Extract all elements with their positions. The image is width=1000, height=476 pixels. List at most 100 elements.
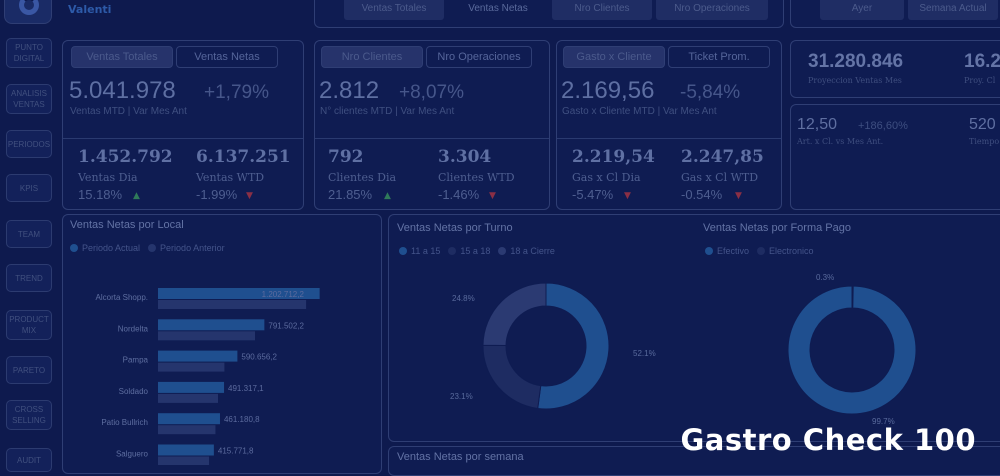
ventas-dia-pct: 15.18% <box>78 187 123 202</box>
local-bar-chart: Alcorta Shopp. 1.202.712,2 Nordelta 791.502… <box>96 288 320 465</box>
tab-ventas-totales[interactable]: Ventas Totales <box>71 46 173 68</box>
bar-periodo-actual <box>158 319 265 331</box>
clientes-dia-label: Clientes Dia <box>328 171 397 184</box>
proyeccion-cl-value: 16.2 <box>964 51 1000 72</box>
bar-value-label: 1.202.712,2 <box>262 290 305 299</box>
legend-turno-1: 11 a 15 <box>411 246 441 256</box>
sidebar-item-product-mix[interactable]: PRODUCT MIX <box>6 310 52 340</box>
turno-label-1: 24.8% <box>452 294 475 303</box>
bar-category-label: Patio Bullrich <box>101 418 148 427</box>
semana-panel-title: Ventas Netas por semana <box>397 451 524 463</box>
ventas-wtd-pct: -1.99% <box>196 187 238 202</box>
clientes-wtd-label: Clientes WTD <box>438 171 515 184</box>
bar-periodo-actual <box>158 350 238 362</box>
articulos-variation: +186,60% <box>858 120 908 132</box>
top-tab-ayer[interactable]: Ayer <box>820 0 904 20</box>
top-tab-ventas-netas[interactable]: Ventas Netas <box>468 2 528 14</box>
ventas-dia-label: Ventas Dia <box>78 171 138 184</box>
kpi-panel-clientes <box>314 40 550 210</box>
sidebar-item-kpis[interactable]: KPIS <box>6 174 52 202</box>
ventas-wtd-label: Ventas WTD <box>196 171 265 184</box>
bar-periodo-anterior <box>158 362 225 372</box>
pago-label-2: 99.7% <box>872 417 895 426</box>
kpi-panel-ventas <box>62 40 304 210</box>
sidebar-item-punto-digital[interactable]: PUNTO DIGITAL <box>6 38 52 68</box>
sidebar-item-trend[interactable]: TREND <box>6 264 52 292</box>
tiempo-label: Tiempo <box>969 137 1000 146</box>
pago-label-1: 0.3% <box>816 273 835 282</box>
watermark-text: Gastro Check 100 <box>680 423 976 457</box>
clientes-mtd-value: 2.812 <box>319 77 380 104</box>
clientes-dia-value: 792 <box>328 147 364 167</box>
tab-gasto-cliente[interactable]: Gasto x Cliente <box>563 46 665 68</box>
gasto-dia-pct: -5.47% <box>572 187 614 202</box>
down-arrow-icon: ▼ <box>489 191 496 201</box>
gasto-wtd-pct: -0.54% <box>681 187 723 202</box>
turno-panel-title: Ventas Netas por Turno <box>397 222 513 234</box>
proyeccion-ventas-value: 31.280.846 <box>808 51 904 72</box>
divider <box>315 138 549 139</box>
local-panel <box>62 214 382 474</box>
sidebar-item-team[interactable]: TEAM <box>6 220 52 248</box>
legend-efectivo: Efectivo <box>717 246 750 256</box>
clientes-mtd-variation: +8,07% <box>399 82 464 103</box>
kpi-panel-gasto <box>556 40 782 210</box>
legend-dot-actual <box>70 244 78 252</box>
turno-donut-chart <box>482 282 610 410</box>
gasto-mtd-variation: -5,84% <box>680 82 741 103</box>
turno-legend: 11 a 15 15 a 18 18 a Cierre <box>399 246 555 256</box>
turno-label-2: 52.1% <box>633 349 656 358</box>
gasto-mtd-value: 2.169,56 <box>561 77 655 104</box>
sidebar-item-cross-selling[interactable]: CROSS SELLING <box>6 400 52 430</box>
donut-slice <box>482 282 547 347</box>
projection-panel <box>790 40 1000 98</box>
bar-category-label: Soldado <box>119 387 149 396</box>
articulos-label: Art. x Cl. vs Mes Ant. <box>797 137 884 146</box>
legend-periodo-actual: Periodo Actual <box>82 243 141 253</box>
gasto-dia-label: Gas x Cl Dia <box>572 171 641 184</box>
top-tab-semana-actual[interactable]: Semana Actual <box>908 0 998 20</box>
brand-name: Valenti <box>68 3 112 16</box>
tab-ventas-netas[interactable]: Ventas Netas <box>176 46 278 68</box>
ventas-mtd-variation: +1,79% <box>204 82 269 103</box>
clientes-mtd-caption: N° clientes MTD | Var Mes Ant <box>320 106 455 117</box>
turno-label-3: 23.1% <box>450 392 473 401</box>
pago-legend: Efectivo Electronico <box>705 246 814 256</box>
proyeccion-ventas-label: Proyeccion Ventas Mes <box>808 76 902 85</box>
clientes-wtd-pct: -1.46% <box>438 187 480 202</box>
ventas-mtd-value: 5.041.978 <box>69 77 176 104</box>
clientes-dia-pct: 21.85% <box>328 187 373 202</box>
pago-donut-chart <box>787 285 917 415</box>
top-tab-nro-operaciones[interactable]: Nro Operaciones <box>656 0 768 20</box>
tiempo-value: 520 <box>969 116 996 133</box>
top-tab-nro-clientes[interactable]: Nro Clientes <box>552 0 652 20</box>
bar-periodo-anterior <box>158 331 256 341</box>
top-tab-ventas-totales[interactable]: Ventas Totales <box>344 0 444 20</box>
sidebar-item-analisis-ventas[interactable]: ANALISIS VENTAS <box>6 84 52 114</box>
bar-periodo-anterior <box>158 456 210 465</box>
local-legend: Periodo Actual Periodo Anterior <box>70 243 225 253</box>
bar-category-label: Alcorta Shopp. <box>96 293 148 302</box>
bar-category-label: Pampa <box>123 356 149 365</box>
bar-periodo-actual <box>158 444 214 456</box>
legend-dot-turno-1 <box>399 247 407 255</box>
local-panel-title: Ventas Netas por Local <box>70 219 184 231</box>
donut-slice <box>787 285 917 415</box>
down-arrow-icon: ▼ <box>735 191 742 201</box>
tab-ticket-prom[interactable]: Ticket Prom. <box>668 46 770 68</box>
tab-nro-clientes[interactable]: Nro Clientes <box>321 46 423 68</box>
sidebar-item-audit[interactable]: AUDIT <box>6 448 52 472</box>
divider <box>63 138 303 139</box>
logo-ring-icon <box>19 0 39 15</box>
sidebar-item-pareto[interactable]: PARETO <box>6 356 52 384</box>
bar-value-label: 791.502,2 <box>268 321 304 330</box>
up-arrow-icon: ▲ <box>384 191 391 201</box>
proyeccion-cl-label: Proy. Cl <box>964 76 996 85</box>
bar-value-label: 590.656,2 <box>241 353 277 362</box>
app-logo <box>4 0 52 24</box>
down-arrow-icon: ▼ <box>246 191 253 201</box>
down-arrow-icon: ▼ <box>624 191 631 201</box>
tab-nro-operaciones[interactable]: Nro Operaciones <box>426 46 532 68</box>
bar-periodo-anterior <box>158 393 219 403</box>
sidebar-item-periodos[interactable]: PERIODOS <box>6 130 52 158</box>
